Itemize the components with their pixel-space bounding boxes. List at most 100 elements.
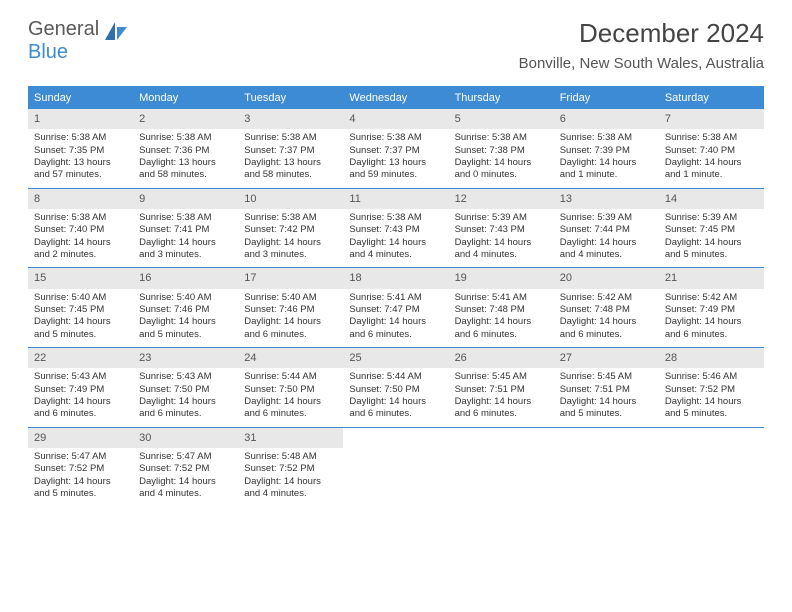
sunset-text: Sunset: 7:52 PM bbox=[139, 463, 232, 475]
day-number: 10 bbox=[238, 189, 343, 209]
logo-sail-icon bbox=[103, 20, 129, 47]
daylight-text: Daylight: 14 hours and 5 minutes. bbox=[139, 316, 232, 341]
day-number: 29 bbox=[28, 428, 133, 448]
daylight-text: Daylight: 14 hours and 5 minutes. bbox=[560, 396, 653, 421]
day-number: 13 bbox=[554, 189, 659, 209]
day-cell: 10Sunrise: 5:38 AMSunset: 7:42 PMDayligh… bbox=[238, 189, 343, 268]
weekday-header: Tuesday bbox=[238, 88, 343, 108]
daylight-text: Daylight: 14 hours and 6 minutes. bbox=[455, 396, 548, 421]
day-cell: 13 Sunrise: 5:39 AMSunset: 7:44 PMDayligh… bbox=[554, 189, 659, 268]
sunrise-text: Sunrise: 5:38 AM bbox=[34, 212, 127, 224]
day-number: 16 bbox=[133, 268, 238, 288]
day-number: 8 bbox=[28, 189, 133, 209]
daylight-text: Daylight: 14 hours and 1 minute. bbox=[560, 157, 653, 182]
day-cell: 22Sunrise: 5:43 AMSunset: 7:49 PMDayligh… bbox=[28, 348, 133, 427]
sunrise-text: Sunrise: 5:38 AM bbox=[665, 132, 758, 144]
logo-word-blue: Blue bbox=[28, 41, 68, 63]
day-info: Sunrise: 5:38 AMSunset: 7:40 PMDaylight:… bbox=[28, 212, 133, 261]
daylight-text: Daylight: 13 hours and 59 minutes. bbox=[349, 157, 442, 182]
day-number: 20 bbox=[554, 268, 659, 288]
sunset-text: Sunset: 7:49 PM bbox=[34, 384, 127, 396]
sunrise-text: Sunrise: 5:38 AM bbox=[560, 132, 653, 144]
sunrise-text: Sunrise: 5:48 AM bbox=[244, 451, 337, 463]
day-number: 31 bbox=[238, 428, 343, 448]
day-cell-empty bbox=[659, 428, 764, 507]
daylight-text: Daylight: 14 hours and 6 minutes. bbox=[34, 396, 127, 421]
daylight-text: Daylight: 13 hours and 58 minutes. bbox=[244, 157, 337, 182]
daylight-text: Daylight: 14 hours and 6 minutes. bbox=[560, 316, 653, 341]
day-number: 14 bbox=[659, 189, 764, 209]
day-cell: 18 Sunrise: 5:41 AMSunset: 7:47 PMDayligh… bbox=[343, 268, 448, 347]
sunset-text: Sunset: 7:50 PM bbox=[349, 384, 442, 396]
logo: General Blue bbox=[28, 18, 129, 64]
day-number: 30 bbox=[133, 428, 238, 448]
weekday-header: Thursday bbox=[449, 88, 554, 108]
sunset-text: Sunset: 7:37 PM bbox=[244, 145, 337, 157]
weekday-header: Saturday bbox=[659, 88, 764, 108]
sunset-text: Sunset: 7:50 PM bbox=[244, 384, 337, 396]
day-number: 11 bbox=[343, 189, 448, 209]
daylight-text: Daylight: 14 hours and 4 minutes. bbox=[455, 237, 548, 262]
day-cell: 14Sunrise: 5:39 AMSunset: 7:45 PMDayligh… bbox=[659, 189, 764, 268]
day-cell: 26Sunrise: 5:45 AMSunset: 7:51 PMDayligh… bbox=[449, 348, 554, 427]
day-info: Sunrise: 5:46 AMSunset: 7:52 PMDaylight:… bbox=[659, 371, 764, 420]
sunset-text: Sunset: 7:43 PM bbox=[349, 224, 442, 236]
page-title: December 2024 bbox=[519, 18, 764, 49]
sunrise-text: Sunrise: 5:38 AM bbox=[455, 132, 548, 144]
sunset-text: Sunset: 7:44 PM bbox=[560, 224, 653, 236]
day-info: Sunrise: 5:42 AMSunset: 7:48 PMDaylight:… bbox=[554, 292, 659, 341]
daylight-text: Daylight: 14 hours and 6 minutes. bbox=[665, 316, 758, 341]
day-info: Sunrise: 5:38 AMSunset: 7:43 PMDaylight:… bbox=[343, 212, 448, 261]
day-info: Sunrise: 5:38 AMSunset: 7:40 PMDaylight:… bbox=[659, 132, 764, 181]
day-info: Sunrise: 5:40 AMSunset: 7:46 PMDaylight:… bbox=[238, 292, 343, 341]
sunset-text: Sunset: 7:38 PM bbox=[455, 145, 548, 157]
sunrise-text: Sunrise: 5:45 AM bbox=[455, 371, 548, 383]
day-info: Sunrise: 5:38 AMSunset: 7:37 PMDaylight:… bbox=[238, 132, 343, 181]
daylight-text: Daylight: 14 hours and 4 minutes. bbox=[244, 476, 337, 501]
day-cell: 19Sunrise: 5:41 AMSunset: 7:48 PMDayligh… bbox=[449, 268, 554, 347]
daylight-text: Daylight: 14 hours and 6 minutes. bbox=[455, 316, 548, 341]
sunrise-text: Sunrise: 5:41 AM bbox=[455, 292, 548, 304]
sunset-text: Sunset: 7:49 PM bbox=[665, 304, 758, 316]
day-cell: 29Sunrise: 5:47 AMSunset: 7:52 PMDayligh… bbox=[28, 428, 133, 507]
sunset-text: Sunset: 7:42 PM bbox=[244, 224, 337, 236]
day-number: 7 bbox=[659, 109, 764, 129]
daylight-text: Daylight: 14 hours and 5 minutes. bbox=[665, 237, 758, 262]
weekday-header: Friday bbox=[554, 88, 659, 108]
sunset-text: Sunset: 7:51 PM bbox=[560, 384, 653, 396]
week-row: 8 Sunrise: 5:38 AMSunset: 7:40 PMDaylight… bbox=[28, 188, 764, 268]
day-number: 3 bbox=[238, 109, 343, 129]
sunrise-text: Sunrise: 5:38 AM bbox=[139, 212, 232, 224]
day-cell: 15Sunrise: 5:40 AMSunset: 7:45 PMDayligh… bbox=[28, 268, 133, 347]
sunrise-text: Sunrise: 5:39 AM bbox=[560, 212, 653, 224]
title-block: December 2024 Bonville, New South Wales,… bbox=[519, 18, 764, 72]
daylight-text: Daylight: 14 hours and 4 minutes. bbox=[139, 476, 232, 501]
sunrise-text: Sunrise: 5:41 AM bbox=[349, 292, 442, 304]
day-cell: 8 Sunrise: 5:38 AMSunset: 7:40 PMDaylight… bbox=[28, 189, 133, 268]
day-cell: 21Sunrise: 5:42 AMSunset: 7:49 PMDayligh… bbox=[659, 268, 764, 347]
sunset-text: Sunset: 7:41 PM bbox=[139, 224, 232, 236]
day-cell: 28 Sunrise: 5:46 AMSunset: 7:52 PMDayligh… bbox=[659, 348, 764, 427]
day-number: 18 bbox=[343, 268, 448, 288]
day-info: Sunrise: 5:43 AMSunset: 7:50 PMDaylight:… bbox=[133, 371, 238, 420]
sunrise-text: Sunrise: 5:38 AM bbox=[349, 212, 442, 224]
day-number: 28 bbox=[659, 348, 764, 368]
day-cell: 11 Sunrise: 5:38 AMSunset: 7:43 PMDayligh… bbox=[343, 189, 448, 268]
sunset-text: Sunset: 7:45 PM bbox=[34, 304, 127, 316]
sunrise-text: Sunrise: 5:43 AM bbox=[34, 371, 127, 383]
daylight-text: Daylight: 14 hours and 0 minutes. bbox=[455, 157, 548, 182]
daylight-text: Daylight: 14 hours and 3 minutes. bbox=[139, 237, 232, 262]
sunset-text: Sunset: 7:48 PM bbox=[455, 304, 548, 316]
day-info: Sunrise: 5:39 AMSunset: 7:44 PMDaylight:… bbox=[554, 212, 659, 261]
day-number: 27 bbox=[554, 348, 659, 368]
day-number: 1 bbox=[28, 109, 133, 129]
weekday-header: Wednesday bbox=[343, 88, 448, 108]
day-number: 15 bbox=[28, 268, 133, 288]
day-info: Sunrise: 5:41 AMSunset: 7:47 PMDaylight:… bbox=[343, 292, 448, 341]
sunrise-text: Sunrise: 5:38 AM bbox=[139, 132, 232, 144]
week-row: 22Sunrise: 5:43 AMSunset: 7:49 PMDayligh… bbox=[28, 347, 764, 427]
day-info: Sunrise: 5:43 AMSunset: 7:49 PMDaylight:… bbox=[28, 371, 133, 420]
sunset-text: Sunset: 7:51 PM bbox=[455, 384, 548, 396]
day-info: Sunrise: 5:42 AMSunset: 7:49 PMDaylight:… bbox=[659, 292, 764, 341]
sunrise-text: Sunrise: 5:46 AM bbox=[665, 371, 758, 383]
